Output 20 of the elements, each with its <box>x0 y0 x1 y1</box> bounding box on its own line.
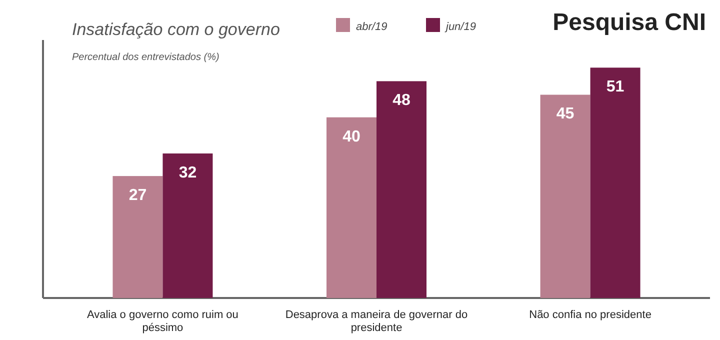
data-label: 45 <box>556 106 574 123</box>
x-tick-label: Desaprova a maneira de governar do presidente <box>285 309 468 334</box>
y-axis-title: Percentual dos entrevistados (%) <box>72 52 220 63</box>
bar <box>326 117 376 298</box>
data-label: 48 <box>392 92 410 110</box>
data-label: 51 <box>606 78 624 96</box>
x-tick-label: Não confia no presidente <box>529 309 652 321</box>
bar <box>162 153 213 298</box>
x-tick-label: Avalia o governo como ruim ou péssimo <box>87 309 238 334</box>
data-label: 27 <box>128 187 147 204</box>
bar <box>376 81 426 298</box>
chart-subtitle: Insatisfação com o governo <box>72 20 280 39</box>
bar <box>590 68 640 298</box>
legend-label: jun/19 <box>444 21 476 33</box>
legend-label: abr/19 <box>356 21 388 33</box>
bar <box>112 176 163 298</box>
data-label: 40 <box>342 128 360 146</box>
data-label: 32 <box>178 164 197 182</box>
chart-title: Pesquisa CNI <box>552 9 706 36</box>
bar <box>540 94 590 298</box>
